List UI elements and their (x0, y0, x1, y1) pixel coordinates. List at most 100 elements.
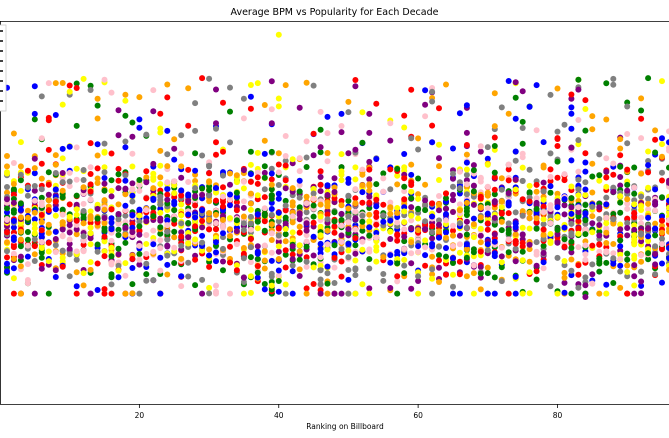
data-point (59, 233, 66, 240)
data-point (220, 193, 226, 200)
data-point (122, 231, 129, 238)
data-point (94, 287, 101, 293)
data-point (498, 209, 505, 216)
data-point (631, 226, 638, 233)
data-point (575, 271, 582, 278)
data-point (261, 227, 268, 234)
data-point (143, 174, 150, 181)
data-point (164, 222, 171, 229)
data-point (268, 195, 275, 202)
data-point (303, 220, 310, 227)
data-point (659, 235, 665, 242)
data-point (24, 229, 31, 235)
data-point (394, 237, 401, 244)
data-point (512, 273, 519, 280)
data-point (73, 256, 80, 263)
data-point (429, 213, 436, 220)
data-point (192, 150, 199, 157)
data-point (575, 230, 582, 237)
data-point (540, 203, 547, 210)
data-point (268, 186, 275, 193)
data-point (296, 204, 303, 211)
data-point (575, 137, 582, 144)
data-point (115, 132, 122, 139)
data-point (143, 277, 150, 284)
data-point (582, 294, 589, 300)
data-point (610, 171, 617, 178)
data-point (87, 171, 94, 177)
data-point (373, 203, 380, 210)
data-point (631, 190, 638, 197)
data-point (129, 119, 136, 126)
data-point (519, 140, 526, 147)
data-point (296, 266, 303, 273)
data-point (303, 285, 310, 292)
data-point (436, 155, 442, 162)
data-point (631, 164, 638, 171)
data-point (373, 234, 380, 241)
data-point (617, 209, 624, 216)
data-point (227, 84, 233, 91)
data-point (268, 165, 275, 172)
data-point (617, 268, 624, 275)
data-point (282, 202, 289, 209)
data-point (429, 88, 436, 95)
data-point (73, 85, 80, 91)
data-point (275, 267, 282, 274)
data-point (108, 187, 115, 194)
data-point (310, 281, 317, 287)
data-point (164, 163, 171, 170)
data-point (317, 254, 324, 261)
data-point (136, 187, 143, 194)
data-point (596, 248, 603, 255)
data-point (561, 121, 568, 128)
data-point (157, 290, 164, 297)
data-point (129, 290, 136, 297)
data-point (408, 217, 415, 224)
data-point (512, 209, 519, 216)
data-point (233, 199, 240, 206)
data-point (652, 271, 659, 278)
data-point (59, 179, 66, 186)
data-point (450, 222, 456, 229)
data-point (289, 219, 296, 226)
data-point (477, 204, 484, 211)
data-point (52, 228, 59, 235)
data-point (610, 220, 617, 227)
data-point (324, 270, 331, 277)
data-point (554, 85, 561, 92)
data-point (470, 188, 477, 195)
data-point (268, 176, 275, 183)
data-point (66, 201, 73, 208)
data-point (429, 253, 436, 260)
data-point (31, 110, 38, 117)
data-point (498, 175, 505, 182)
data-point (638, 115, 645, 122)
data-point (638, 290, 645, 297)
data-point (617, 221, 624, 228)
data-point (387, 120, 394, 127)
data-point (24, 253, 31, 260)
data-point (94, 201, 101, 208)
data-point (268, 257, 275, 264)
data-point (136, 256, 143, 263)
data-point (324, 263, 331, 270)
data-point (4, 260, 10, 267)
data-point (122, 112, 129, 119)
data-point (387, 137, 394, 144)
data-point (652, 251, 659, 257)
data-point (227, 290, 233, 297)
data-point (666, 245, 669, 252)
data-point (213, 189, 219, 196)
data-point (185, 179, 192, 185)
data-point (547, 166, 554, 173)
data-point (171, 207, 178, 214)
data-point (59, 101, 66, 108)
data-point (157, 245, 164, 252)
data-point (575, 204, 582, 211)
data-point (436, 163, 442, 170)
data-point (268, 237, 275, 243)
data-point (220, 172, 226, 179)
data-point (484, 216, 491, 223)
data-point (206, 246, 213, 253)
